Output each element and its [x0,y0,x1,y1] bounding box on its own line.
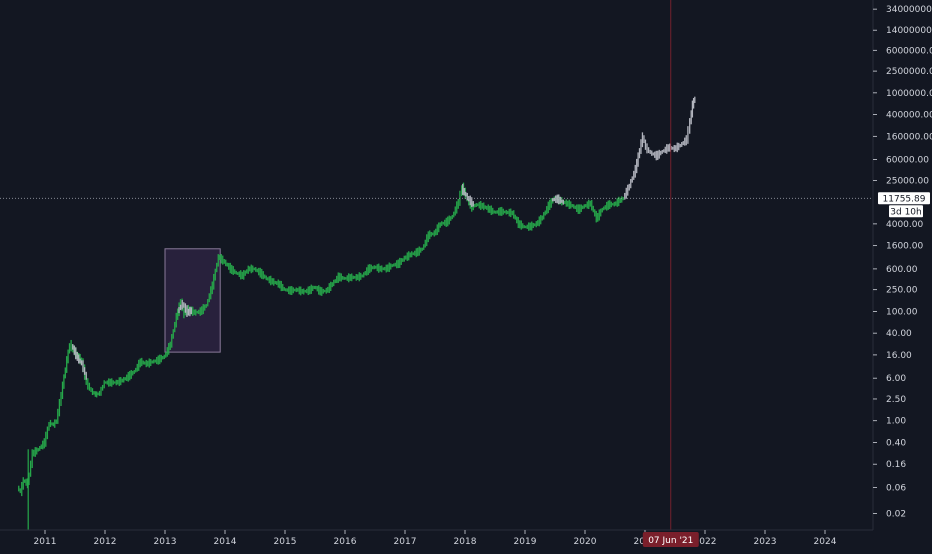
x-tick-label: 2011 [34,537,57,547]
x-tick-label: 2018 [454,537,477,547]
highlight-box[interactable] [164,248,221,353]
x-tick-label: 2012 [94,537,117,547]
y-tick-label: 0.16 [886,460,906,470]
x-tick-label: 2016 [334,537,357,547]
y-tick-label: 250.00 [886,286,918,296]
y-tick-label: 0.40 [886,438,906,448]
x-tick-label: 2017 [394,537,417,547]
x-tick-label: 2015 [274,537,297,547]
axis-labels: 11755.89 3d 10h 07 Jun '21 [642,192,930,547]
y-tick-label: 4000.00 [886,220,923,230]
y-tick-label: 0.02 [886,510,906,520]
date-label: 07 Jun '21 [642,532,699,547]
x-tick-label: 2024 [814,537,837,547]
countdown-label: 3d 10h [889,205,923,218]
y-tick-label: 14000000.00 [886,26,932,36]
date-label-bg [642,532,699,547]
y-tick-label: 0.06 [886,483,906,493]
y-axis[interactable]: 34000000.00 14000000.00 6000000.00 2500000.… [872,0,932,530]
x-tick-label: 2014 [214,537,237,547]
countdown-label-text: 3d 10h [890,207,921,217]
y-tick-label: 25000.00 [886,176,929,186]
y-tick-label: 1000000.00 [886,89,932,99]
y-tick-label: 6000000.00 [886,46,932,56]
x-tick-label: 2020 [574,537,597,547]
y-tick-label: 100.00 [886,307,918,317]
y-tick-label: 40.00 [886,329,912,339]
y-tick-label: 34000000.00 [886,5,932,15]
y-tick-label: 1600.00 [886,242,923,252]
price-label-text: 11755.89 [883,194,926,204]
y-tick-label: 600.00 [886,265,918,275]
x-tick-label: 2019 [514,537,537,547]
x-tick-label: 2013 [154,537,177,547]
highlight-layer [164,248,221,353]
y-tick-label: 16.00 [886,351,912,361]
y-tick-label: 60000.00 [886,156,929,166]
y-tick-label: 1.00 [886,417,906,427]
countdown-label-bg [889,205,923,218]
y-tick-label: 160000.00 [886,132,932,142]
historical-candles [18,182,624,530]
y-tick-label: 2500000.00 [886,67,932,77]
y-tick-label: 400000.00 [886,111,932,121]
crosshair-layer [0,0,873,530]
x-tick-label: 2022 [694,537,717,547]
y-tick-label: 2.50 [886,395,906,405]
date-label-text: 07 Jun '21 [648,536,693,546]
y-tick-label: 6.00 [886,374,906,384]
price-label: 11755.89 [878,192,930,205]
price-label-bg [878,192,930,205]
x-tick-label: 2023 [754,537,777,547]
projected-candles [72,96,696,380]
